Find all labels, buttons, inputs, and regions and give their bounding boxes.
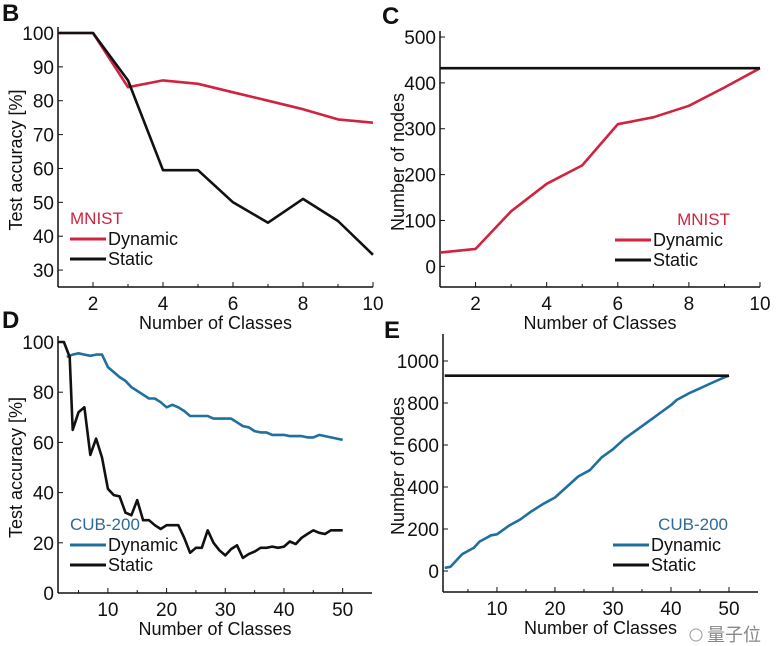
y-axis-label: Test accuracy [%]: [6, 397, 26, 538]
legend-label: Static: [108, 555, 153, 575]
y-tick-label: 80: [33, 92, 54, 113]
series-line-static: [58, 340, 343, 560]
y-tick-label: 0: [43, 584, 54, 605]
legend-label: Dynamic: [108, 535, 178, 555]
x-tick-label: 4: [158, 294, 169, 315]
panel-letter: B: [2, 0, 19, 27]
x-tick-label: 8: [684, 294, 695, 315]
watermark: 量子位: [689, 625, 761, 645]
y-tick-label: 500: [404, 28, 436, 49]
y-tick-label: 100: [404, 211, 436, 232]
legend-label: Static: [108, 249, 153, 269]
x-tick-label: 2: [88, 294, 99, 315]
y-tick-label: 80: [33, 383, 54, 404]
legend-label: Static: [653, 250, 698, 270]
y-tick-label: 90: [33, 58, 54, 79]
x-axis-label: Number of Classes: [524, 618, 677, 638]
y-tick-label: 60: [33, 433, 54, 454]
x-tick-label: 10: [362, 294, 383, 315]
x-axis-label: Number of Classes: [138, 619, 291, 639]
y-tick-label: 400: [404, 74, 436, 95]
series-line-dynamic: [58, 31, 374, 124]
legend-label: Static: [651, 555, 696, 575]
dataset-label: MNIST: [70, 209, 123, 228]
y-tick-label: 200: [404, 166, 436, 187]
y-tick-label: 70: [33, 126, 54, 147]
watermark-text: 量子位: [707, 625, 761, 645]
x-axis-label: Number of Classes: [523, 313, 676, 333]
x-tick-label: 10: [97, 600, 118, 621]
x-tick-label: 6: [612, 294, 623, 315]
panel-letter: C: [382, 3, 399, 30]
y-tick-label: 100: [22, 333, 54, 354]
series-line-dynamic: [66, 351, 343, 442]
series-line-dynamic: [439, 67, 761, 254]
y-tick-label: 300: [404, 120, 436, 141]
x-tick-label: 10: [486, 599, 507, 620]
x-tick-label: 30: [215, 600, 236, 621]
y-tick-label: 50: [33, 193, 54, 214]
x-tick-label: 2: [470, 294, 481, 315]
x-tick-label: 50: [718, 599, 739, 620]
panel-letter: E: [384, 317, 400, 344]
y-tick-label: 1000: [397, 352, 439, 373]
x-tick-label: 40: [660, 599, 681, 620]
legend-label: Dynamic: [651, 535, 721, 555]
legend-label: Dynamic: [653, 230, 723, 250]
x-tick-label: 8: [298, 294, 309, 315]
chart-panel-D: D 0 20 40 60 80 100 10 20 30 40 50 Number of Classes…: [2, 307, 372, 639]
x-tick-label: 50: [332, 600, 353, 621]
panel-letter: D: [2, 307, 19, 334]
x-tick-label: 40: [273, 600, 294, 621]
y-tick-label: 200: [407, 520, 439, 541]
x-tick-label: 6: [228, 294, 239, 315]
watermark-logo-icon: [689, 628, 703, 642]
y-tick-label: 400: [407, 478, 439, 499]
y-tick-label: 100: [22, 24, 54, 45]
y-axis-label: Test accuracy [%]: [6, 89, 26, 230]
y-tick-label: 40: [33, 227, 54, 248]
y-axis-label: Number of nodes: [388, 93, 408, 231]
series-line-static: [58, 31, 374, 256]
chart-panel-B: B 30 40 50 60 70 80 90 100 2 4 6 8 10 Number of Classe…: [2, 0, 384, 333]
dataset-label: CUB-200: [70, 515, 140, 534]
dataset-label: MNIST: [677, 210, 730, 229]
y-tick-label: 600: [407, 436, 439, 457]
dataset-label: CUB-200: [658, 515, 728, 534]
x-tick-label: 20: [156, 600, 177, 621]
x-axis-label: Number of Classes: [139, 313, 292, 333]
y-tick-label: 20: [33, 534, 54, 555]
y-tick-label: 0: [428, 562, 439, 583]
legend-label: Dynamic: [108, 229, 178, 249]
chart-panel-E: E 0 200 400 600 800 1000 10 20 30 40 50 Number of Cl…: [384, 317, 758, 638]
series-line-dynamic: [444, 374, 730, 570]
y-tick-label: 30: [33, 261, 54, 282]
x-tick-label: 4: [541, 294, 552, 315]
chart-panel-C: C 0 100 200 300 400 500 2 4 6 8 10 Number of Classes…: [382, 3, 771, 333]
x-tick-label: 30: [602, 599, 623, 620]
y-tick-label: 800: [407, 394, 439, 415]
y-tick-label: 60: [33, 159, 54, 180]
y-tick-label: 0: [425, 257, 436, 278]
x-tick-label: 20: [544, 599, 565, 620]
x-tick-label: 10: [749, 294, 770, 315]
y-axis-label: Number of nodes: [388, 397, 408, 535]
y-tick-label: 40: [33, 484, 54, 505]
